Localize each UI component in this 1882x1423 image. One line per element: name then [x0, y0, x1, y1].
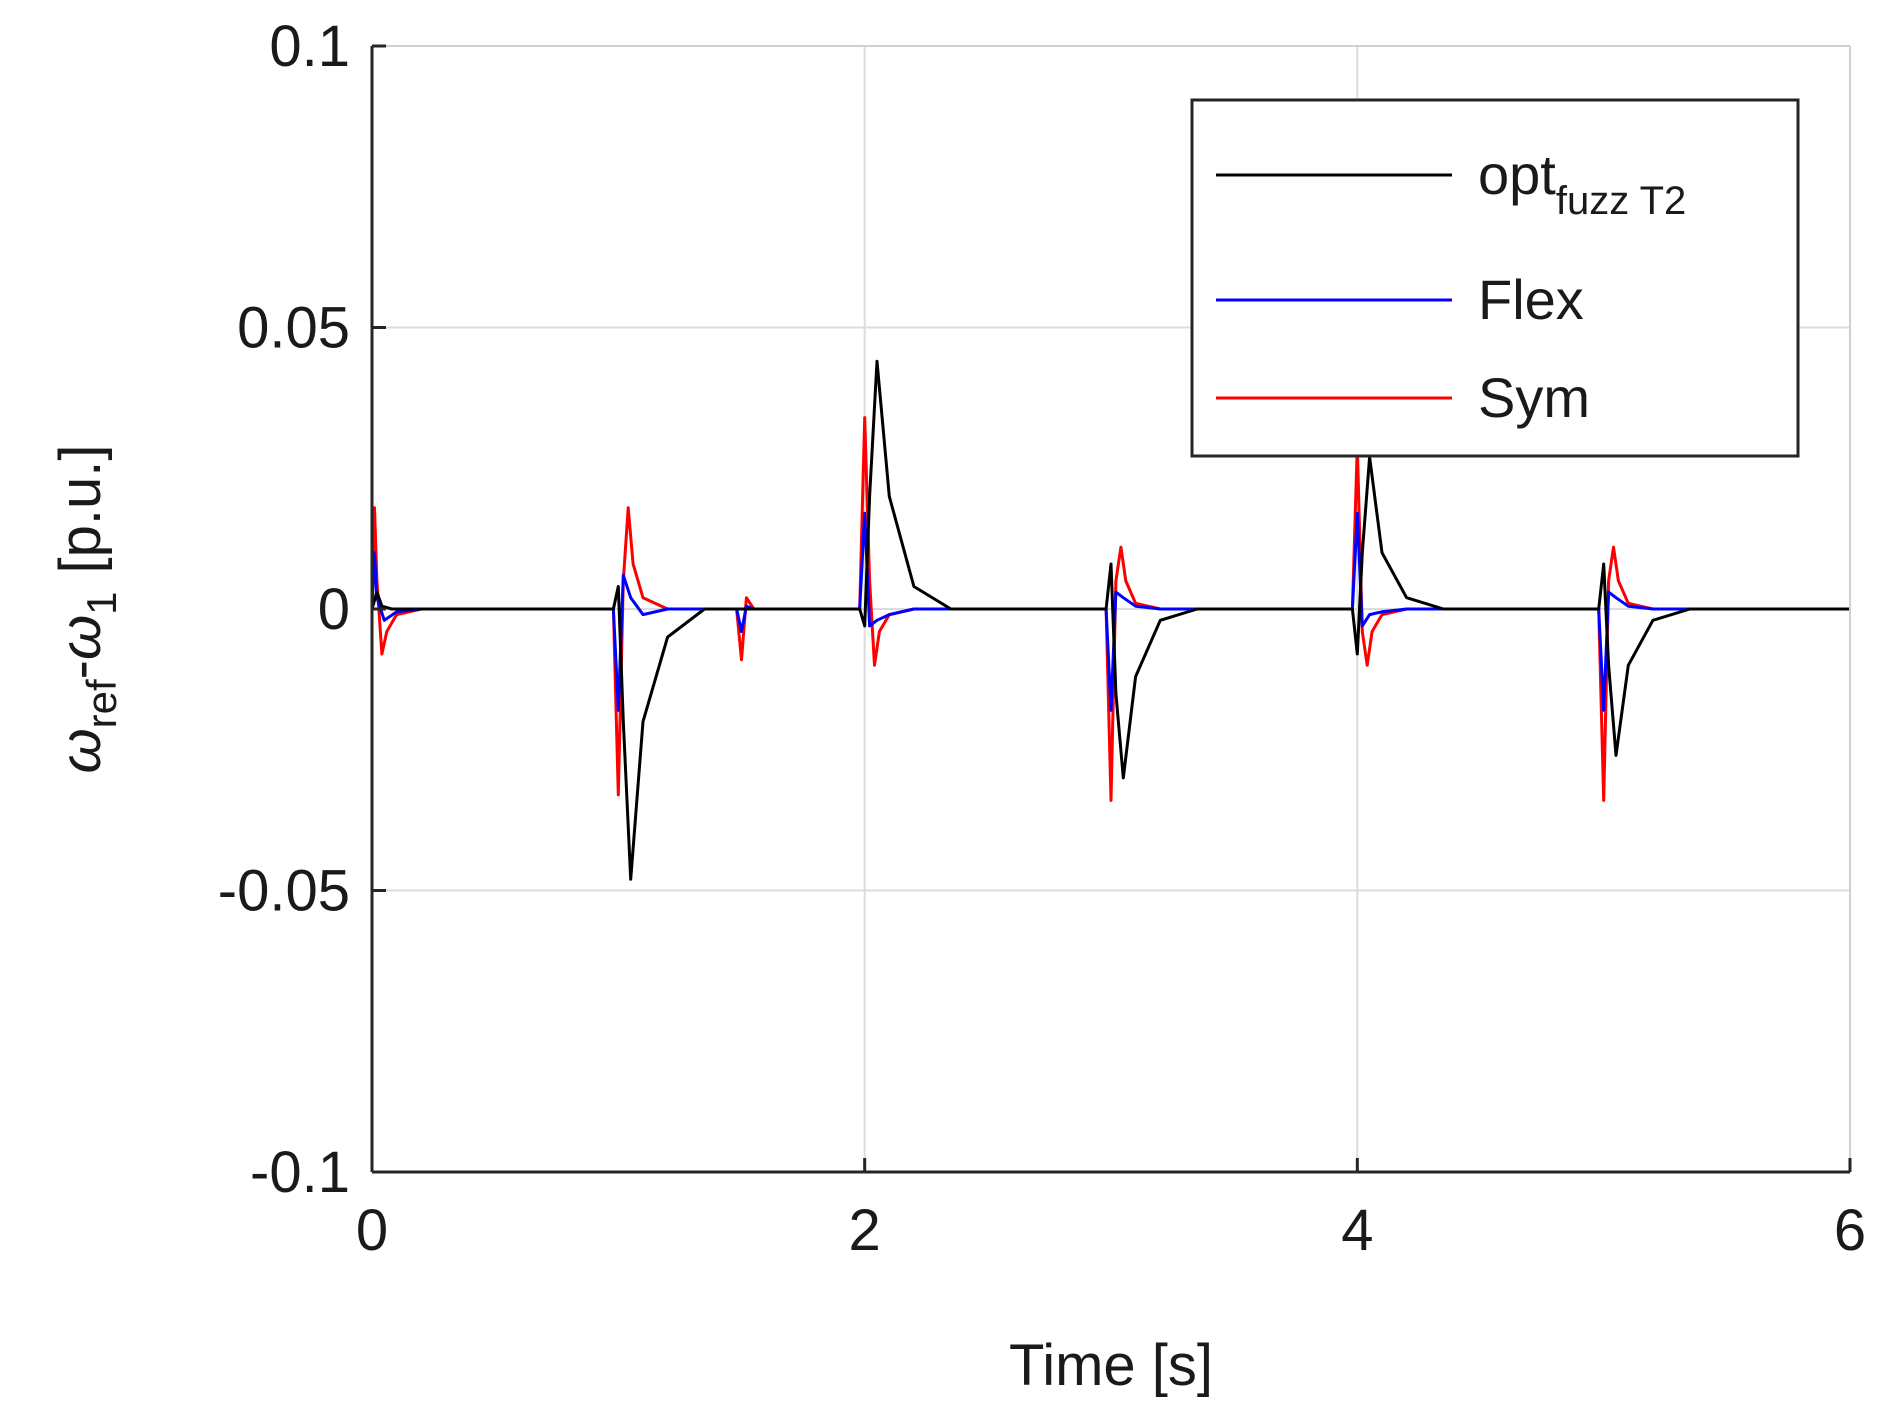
x-axis-label: Time [s]: [1009, 1333, 1213, 1398]
legend-label-flex: Flex: [1478, 268, 1584, 331]
legend-label-sym: Sym: [1478, 366, 1590, 429]
tick-marks: [370, 44, 1852, 1174]
x-tick-label: 0: [356, 1198, 388, 1263]
legend-entries: optfuzz T2 Flex Sym: [1216, 143, 1686, 429]
y-tick-label: -0.1: [250, 1140, 350, 1205]
legend: optfuzz T2 Flex Sym: [1190, 98, 1800, 458]
x-tick-label: 4: [1341, 1198, 1373, 1263]
x-tick-label: 6: [1834, 1198, 1866, 1263]
y-tick-label: 0.05: [237, 296, 350, 361]
series-line-opt: [370, 359, 1850, 881]
y-label-unit: [p.u.]: [48, 444, 113, 573]
y-tick-label: -0.05: [218, 859, 350, 924]
y-label-omega-2: ω: [48, 615, 113, 660]
y-label-omega: ω: [48, 728, 113, 773]
x-tick-labels: 0 2 4 6: [356, 1198, 1866, 1263]
svg-text:ωref-ω1[p.u.]: ωref-ω1[p.u.]: [48, 444, 125, 773]
y-label-one-sub: 1: [78, 591, 125, 614]
data-series: [370, 359, 1850, 881]
y-tick-labels: -0.1 -0.05 0 0.05 0.1: [218, 14, 350, 1205]
legend-subscript: fuzz T2: [1556, 179, 1686, 223]
y-axis-label: ωref-ω1[p.u.]: [48, 444, 125, 773]
y-tick-label: 0.1: [269, 14, 350, 79]
x-tick-label: 2: [849, 1198, 881, 1263]
y-label-minus: -: [48, 660, 113, 679]
legend-label-opt: optfuzz T2: [1478, 143, 1686, 223]
y-label-ref-sub: ref: [78, 679, 125, 728]
y-tick-label: 0: [318, 577, 350, 642]
